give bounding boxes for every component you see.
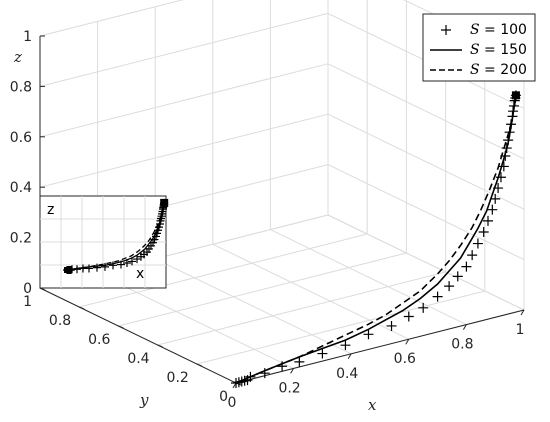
inset-data-point — [93, 263, 101, 272]
legend-entries: S = 100 S = 150 S = 200 — [430, 22, 527, 78]
inset-start-marker — [64, 267, 70, 273]
x-axis-line — [235, 309, 525, 384]
grid-line — [196, 290, 485, 365]
data-point — [363, 329, 374, 340]
grid-line — [97, 272, 294, 369]
grid-line — [39, 12, 329, 87]
z-tick-label: 0.8 — [10, 79, 32, 95]
z-tick-label: 0.2 — [10, 231, 32, 247]
data-point — [418, 302, 429, 313]
grid-line — [118, 252, 407, 327]
inset-data-point — [109, 261, 117, 270]
grid-line — [327, 63, 525, 160]
x-tick-label: 0.4 — [336, 366, 358, 382]
y-axis-line — [39, 287, 237, 384]
legend-entry-label: S = 150 — [470, 42, 527, 58]
y-tick — [79, 306, 85, 310]
grid-line — [270, 229, 467, 326]
legend-entry-label: S = 100 — [470, 22, 527, 38]
y-tick — [118, 325, 124, 329]
x-tick — [347, 353, 352, 360]
data-point — [444, 281, 455, 292]
x-tick — [520, 309, 525, 316]
inset-series — [63, 198, 169, 274]
inset-series-line-1 — [66, 202, 165, 271]
inset-data-point — [128, 257, 136, 266]
y-tick — [157, 344, 163, 348]
legend: S = 100 S = 150 S = 200 — [422, 13, 536, 82]
data-point — [386, 320, 397, 331]
x-tick-label: 1 — [516, 322, 525, 338]
inset-data-point — [101, 262, 109, 271]
series-line-2 — [235, 95, 517, 384]
grid-line — [212, 243, 410, 340]
x-tick-label: 0.8 — [451, 337, 473, 353]
z-tick-label: 0.4 — [10, 180, 32, 196]
data-point — [478, 227, 489, 238]
data-point — [490, 193, 501, 204]
grid-line — [327, 113, 525, 210]
x-tick-label: 0.6 — [394, 351, 416, 367]
data-point — [403, 311, 414, 322]
series-line-1 — [235, 95, 517, 384]
x-tick — [290, 368, 295, 374]
z-tick-label: 0 — [23, 281, 32, 297]
data-point — [461, 261, 472, 272]
inset-series-line-2 — [66, 202, 165, 271]
z-tick-label: 0.6 — [10, 130, 32, 146]
data-point — [294, 356, 305, 367]
x-tick-label: 0.2 — [278, 380, 300, 396]
inset-z-label: z — [47, 202, 54, 218]
grid-line — [157, 271, 446, 346]
data-point — [487, 204, 498, 215]
inset-data-point — [85, 264, 93, 273]
data-point — [452, 271, 463, 282]
grid-line — [39, 63, 329, 138]
legend-marker-plus — [441, 25, 451, 35]
x-tick-label: 0 — [228, 395, 237, 411]
legend-entry-label: S = 200 — [470, 62, 527, 78]
series-layer — [231, 90, 521, 388]
y-tick-label: 1 — [23, 294, 32, 310]
inset-grid — [40, 196, 166, 288]
y-tick-label: 0.6 — [88, 332, 110, 348]
y-axis-label: y — [139, 391, 149, 409]
y-tick — [196, 363, 202, 367]
grid-line — [154, 258, 352, 355]
data-point — [432, 291, 443, 302]
x-tick — [405, 338, 410, 345]
axes-layer: 00.20.40.60.8100.20.40.60.8100.20.40.60.… — [10, 29, 525, 411]
inset-end-marker — [160, 198, 169, 207]
data-point — [317, 348, 328, 359]
y-tick-label: 0 — [219, 389, 228, 405]
data-point — [467, 250, 478, 261]
y-tick-label: 0.2 — [167, 370, 189, 386]
data-point — [483, 215, 493, 226]
grid-line — [39, 113, 329, 188]
z-axis-label: z — [13, 48, 22, 66]
grid-line — [39, 0, 185, 37]
data-point — [498, 161, 509, 172]
inset-panel: z x — [39, 195, 169, 289]
grid-line — [79, 233, 368, 308]
inset-x-label: x — [136, 266, 144, 282]
y-tick-label: 0.4 — [127, 351, 149, 367]
x-axis-label: x — [368, 396, 377, 414]
grid-line — [327, 164, 525, 261]
z-tick-label: 1 — [23, 29, 32, 45]
data-point — [277, 361, 288, 372]
x-tick — [462, 324, 467, 330]
end-point-marker — [511, 91, 520, 100]
y-tick-label: 0.8 — [49, 313, 71, 329]
data-point — [340, 340, 351, 351]
data-point — [472, 238, 483, 249]
grid-line — [327, 214, 525, 311]
